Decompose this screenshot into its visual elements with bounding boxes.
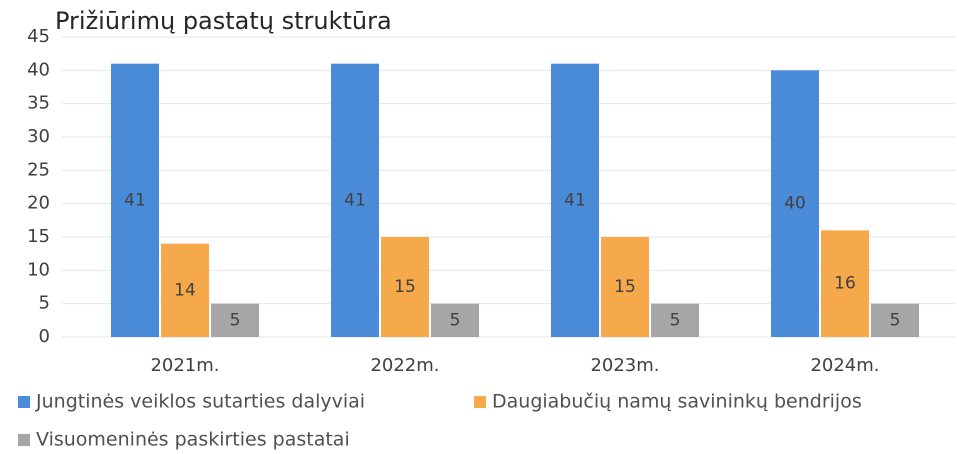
legend-label: Visuomeninės paskirties pastatai bbox=[36, 429, 350, 451]
bar bbox=[651, 303, 699, 337]
data-label: 41 bbox=[344, 190, 366, 210]
x-tick-label: 2021m. bbox=[150, 355, 219, 376]
x-tick-label: 2022m. bbox=[370, 355, 439, 376]
bar bbox=[821, 230, 869, 337]
y-tick-label: 30 bbox=[27, 126, 50, 147]
bar bbox=[871, 303, 919, 337]
legend-swatch bbox=[18, 434, 30, 446]
bar bbox=[381, 237, 429, 337]
y-tick-label: 10 bbox=[27, 259, 50, 280]
legend-swatch bbox=[18, 396, 30, 408]
y-tick-label: 25 bbox=[27, 159, 50, 180]
y-tick-label: 40 bbox=[27, 59, 50, 80]
y-tick-label: 20 bbox=[27, 193, 50, 214]
bar bbox=[431, 303, 479, 337]
data-label: 41 bbox=[124, 190, 146, 210]
bar bbox=[211, 303, 259, 337]
y-tick-label: 45 bbox=[27, 26, 50, 47]
x-tick-label: 2023m. bbox=[590, 355, 659, 376]
data-label: 16 bbox=[834, 274, 856, 294]
y-tick-label: 5 bbox=[39, 293, 50, 314]
legend-label: Daugiabučių namų savininkų bendrijos bbox=[492, 391, 862, 413]
data-label: 15 bbox=[394, 277, 416, 297]
data-label: 15 bbox=[614, 277, 636, 297]
data-label: 5 bbox=[670, 310, 681, 330]
x-tick-label: 2024m. bbox=[810, 355, 879, 376]
legend-label: Jungtinės veiklos sutarties dalyviai bbox=[35, 391, 365, 413]
data-label: 41 bbox=[564, 190, 586, 210]
legend-swatch bbox=[474, 396, 486, 408]
bar bbox=[111, 63, 159, 338]
chart-title: Prižiūrimų pastatų struktūra bbox=[55, 7, 392, 35]
data-label: 5 bbox=[450, 310, 461, 330]
bar bbox=[601, 237, 649, 337]
bar bbox=[331, 63, 379, 338]
bar bbox=[161, 243, 209, 337]
y-tick-label: 0 bbox=[39, 326, 50, 347]
data-label: 40 bbox=[784, 194, 806, 214]
data-label: 5 bbox=[230, 310, 241, 330]
y-tick-label: 35 bbox=[27, 93, 50, 114]
data-label: 14 bbox=[174, 280, 196, 300]
data-label: 5 bbox=[890, 310, 901, 330]
bar bbox=[551, 63, 599, 338]
bar bbox=[771, 70, 819, 337]
y-tick-label: 15 bbox=[27, 226, 50, 247]
